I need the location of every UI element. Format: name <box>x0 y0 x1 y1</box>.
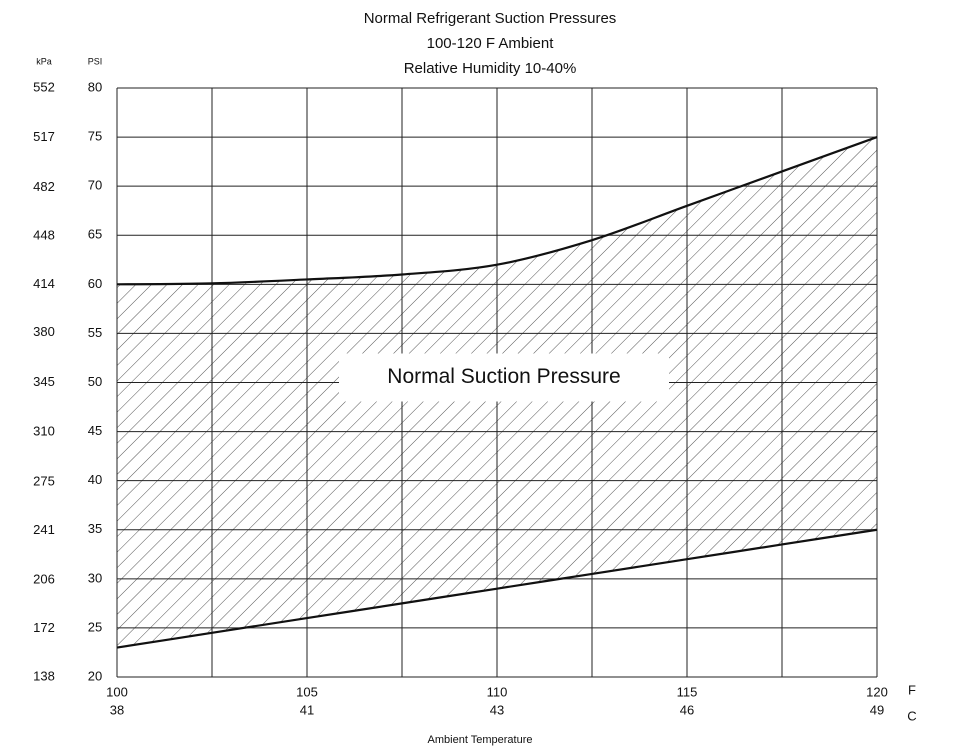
y2-tick-label: 172 <box>33 620 55 635</box>
x-tick-label: 100 <box>106 684 128 699</box>
annotation-box <box>339 353 669 402</box>
y-tick-label: 60 <box>88 276 102 291</box>
x-tick-label: 105 <box>296 684 318 699</box>
x2-unit: C <box>907 708 916 723</box>
y2-unit: kPa <box>36 56 52 66</box>
x-axis-label: Ambient Temperature <box>428 734 533 746</box>
y2-tick-label: 345 <box>33 374 55 389</box>
x2-tick-label: 43 <box>490 702 504 717</box>
y-tick-label: 20 <box>88 668 102 683</box>
y2-tick-label: 448 <box>33 227 55 242</box>
y2-tick-label: 380 <box>33 324 55 339</box>
y2-tick-label: 552 <box>33 79 55 94</box>
x2-tick-label: 41 <box>300 702 314 717</box>
y2-tick-label: 517 <box>33 129 55 144</box>
y-tick-label: 50 <box>88 374 102 389</box>
y2-tick-label: 241 <box>33 522 55 537</box>
x-unit: F <box>908 682 916 697</box>
y2-tick-label: 482 <box>33 179 55 194</box>
title-line: Relative Humidity 10-40% <box>404 60 577 77</box>
y2-tick-label: 206 <box>33 572 55 587</box>
y-tick-label: 40 <box>88 472 102 487</box>
y-unit: PSI <box>88 56 103 66</box>
y-tick-label: 55 <box>88 325 102 340</box>
y-tick-label: 35 <box>88 521 102 536</box>
y-tick-label: 30 <box>88 570 102 585</box>
y2-tick-label: 414 <box>33 276 55 291</box>
y2-tick-label: 310 <box>33 424 55 439</box>
y-tick-label: 75 <box>88 129 102 144</box>
title-line: Normal Refrigerant Suction Pressures <box>364 10 617 27</box>
y-tick-label: 25 <box>88 619 102 634</box>
x2-tick-label: 46 <box>680 702 694 717</box>
y-tick-label: 70 <box>88 178 102 193</box>
annotation: Normal Suction Pressure <box>387 365 620 388</box>
x-tick-label: 115 <box>677 684 698 699</box>
x2-tick-label: 49 <box>870 702 884 717</box>
y-tick-label: 65 <box>88 227 102 242</box>
y-tick-label: 45 <box>88 423 102 438</box>
title-line: 100-120 F Ambient <box>427 35 555 52</box>
x-tick-label: 110 <box>487 684 508 699</box>
lower-line <box>116 528 878 649</box>
y-tick-label: 80 <box>88 79 102 94</box>
y2-tick-label: 138 <box>33 668 55 683</box>
x2-tick-label: 38 <box>110 702 124 717</box>
x-tick-label: 120 <box>866 684 888 699</box>
upper-line <box>116 136 878 286</box>
y2-tick-label: 275 <box>33 474 55 489</box>
